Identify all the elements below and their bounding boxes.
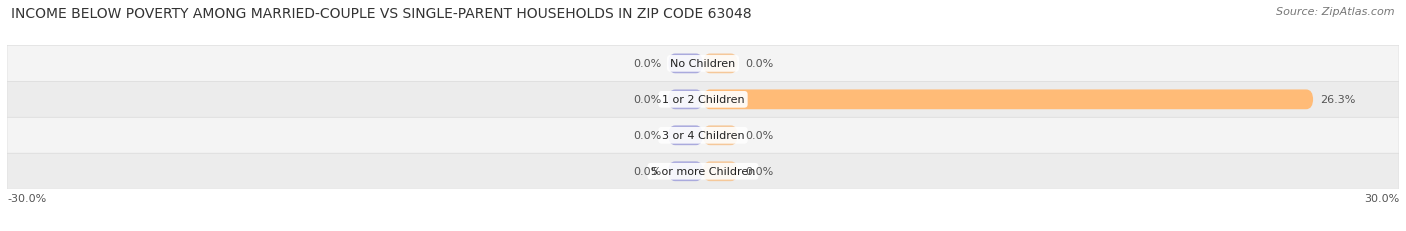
FancyBboxPatch shape — [703, 90, 1313, 110]
Text: 30.0%: 30.0% — [1364, 193, 1399, 203]
FancyBboxPatch shape — [7, 46, 1399, 82]
Text: 1 or 2 Children: 1 or 2 Children — [662, 95, 744, 105]
Text: 0.0%: 0.0% — [745, 167, 773, 176]
Text: 0.0%: 0.0% — [633, 59, 661, 69]
Text: 0.0%: 0.0% — [633, 95, 661, 105]
Text: Source: ZipAtlas.com: Source: ZipAtlas.com — [1277, 7, 1395, 17]
Text: -30.0%: -30.0% — [7, 193, 46, 203]
FancyBboxPatch shape — [668, 162, 703, 181]
FancyBboxPatch shape — [703, 126, 738, 146]
FancyBboxPatch shape — [7, 82, 1399, 118]
FancyBboxPatch shape — [668, 126, 703, 146]
Text: No Children: No Children — [671, 59, 735, 69]
Text: 0.0%: 0.0% — [745, 131, 773, 141]
Text: 5 or more Children: 5 or more Children — [651, 167, 755, 176]
FancyBboxPatch shape — [7, 118, 1399, 154]
FancyBboxPatch shape — [703, 162, 738, 181]
FancyBboxPatch shape — [668, 54, 703, 74]
FancyBboxPatch shape — [668, 90, 703, 110]
Text: INCOME BELOW POVERTY AMONG MARRIED-COUPLE VS SINGLE-PARENT HOUSEHOLDS IN ZIP COD: INCOME BELOW POVERTY AMONG MARRIED-COUPL… — [11, 7, 752, 21]
Text: 0.0%: 0.0% — [633, 131, 661, 141]
Text: 0.0%: 0.0% — [745, 59, 773, 69]
Text: 3 or 4 Children: 3 or 4 Children — [662, 131, 744, 141]
FancyBboxPatch shape — [7, 154, 1399, 189]
FancyBboxPatch shape — [703, 54, 738, 74]
Text: 26.3%: 26.3% — [1320, 95, 1355, 105]
Text: 0.0%: 0.0% — [633, 167, 661, 176]
